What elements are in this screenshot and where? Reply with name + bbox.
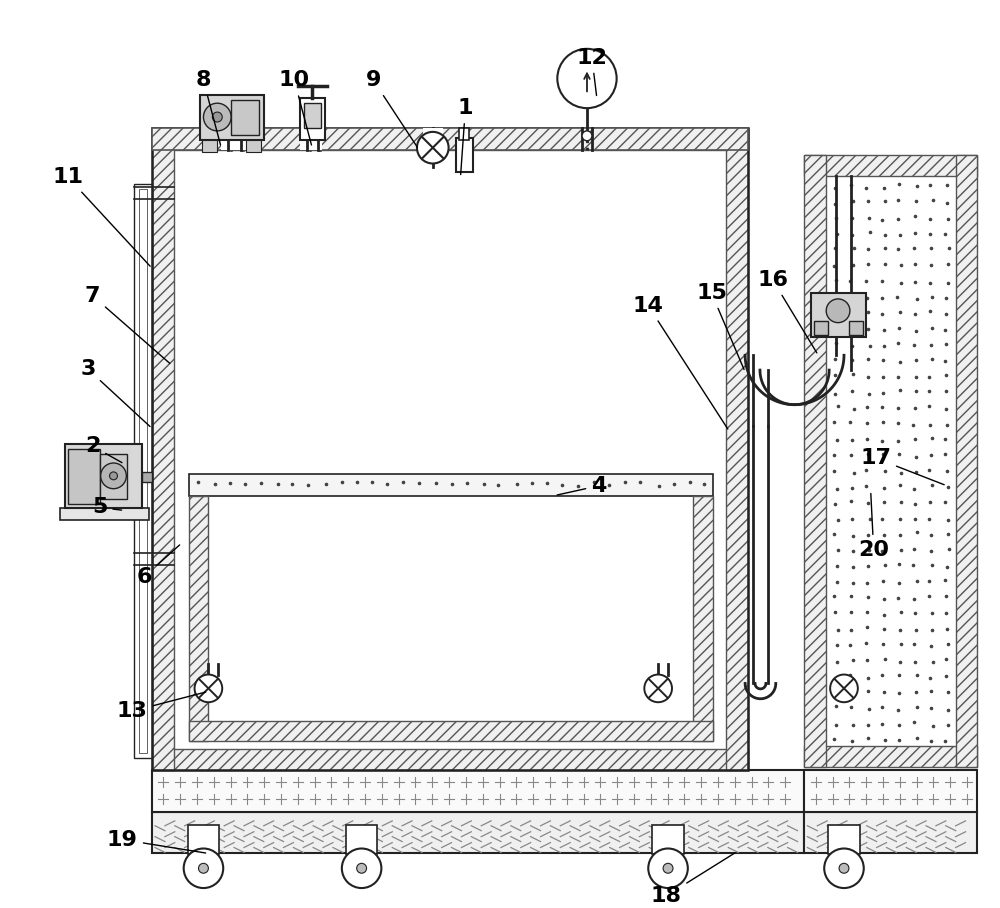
Text: 10: 10 xyxy=(279,71,311,145)
Bar xyxy=(208,496,693,721)
Bar xyxy=(152,812,804,854)
Bar xyxy=(456,138,473,173)
Text: 16: 16 xyxy=(757,271,817,353)
Bar xyxy=(423,128,443,150)
Circle shape xyxy=(110,472,117,479)
Bar xyxy=(188,824,219,854)
Bar xyxy=(804,154,826,767)
Bar xyxy=(200,95,264,140)
Circle shape xyxy=(582,131,592,141)
Bar xyxy=(804,770,977,812)
Bar xyxy=(693,496,713,741)
Text: 17: 17 xyxy=(860,448,944,485)
Circle shape xyxy=(342,848,381,888)
Bar xyxy=(300,128,322,150)
Circle shape xyxy=(195,675,222,702)
Bar xyxy=(811,293,866,338)
Text: 7: 7 xyxy=(85,286,170,363)
Circle shape xyxy=(824,848,864,888)
Bar xyxy=(174,150,726,749)
Circle shape xyxy=(203,104,231,131)
Text: 15: 15 xyxy=(696,283,744,370)
Bar xyxy=(65,444,142,508)
Text: 8: 8 xyxy=(196,71,221,145)
Bar xyxy=(652,824,684,854)
Bar xyxy=(804,745,977,767)
Bar xyxy=(828,824,860,854)
Text: 13: 13 xyxy=(117,692,206,721)
Circle shape xyxy=(199,864,208,873)
Circle shape xyxy=(357,864,367,873)
Bar xyxy=(189,496,208,741)
Text: 18: 18 xyxy=(651,853,735,906)
Bar xyxy=(152,770,804,812)
Bar xyxy=(826,176,956,745)
Text: 3: 3 xyxy=(80,359,150,427)
Circle shape xyxy=(648,848,688,888)
Bar xyxy=(814,321,828,334)
Text: 12: 12 xyxy=(576,48,607,95)
Circle shape xyxy=(101,463,126,489)
Bar xyxy=(142,472,152,482)
Bar xyxy=(134,184,152,757)
Circle shape xyxy=(644,675,672,702)
Text: 20: 20 xyxy=(858,493,889,560)
Text: 14: 14 xyxy=(633,296,728,429)
Bar xyxy=(139,189,147,753)
Bar xyxy=(60,508,149,520)
Bar xyxy=(189,721,713,741)
Circle shape xyxy=(212,112,222,122)
Text: 1: 1 xyxy=(458,98,473,174)
Circle shape xyxy=(557,49,617,108)
Bar xyxy=(304,104,321,128)
Text: 5: 5 xyxy=(92,498,122,518)
Bar xyxy=(246,140,261,152)
Bar xyxy=(152,128,748,150)
Circle shape xyxy=(826,299,850,322)
Bar xyxy=(152,128,748,150)
Bar xyxy=(804,812,977,854)
Bar xyxy=(346,824,377,854)
Text: 9: 9 xyxy=(366,71,417,147)
Circle shape xyxy=(830,675,858,702)
Text: 19: 19 xyxy=(107,830,206,853)
Bar xyxy=(804,154,977,176)
Circle shape xyxy=(184,848,223,888)
Bar xyxy=(726,128,748,770)
Bar xyxy=(152,128,174,770)
Bar xyxy=(956,154,977,767)
Circle shape xyxy=(839,864,849,873)
Circle shape xyxy=(417,132,449,163)
Bar xyxy=(152,128,748,770)
Text: 6: 6 xyxy=(136,545,180,587)
Bar xyxy=(100,454,127,498)
Bar xyxy=(849,321,863,334)
Text: 2: 2 xyxy=(85,436,122,463)
Circle shape xyxy=(663,864,673,873)
Text: 4: 4 xyxy=(557,476,607,496)
Bar xyxy=(300,98,325,140)
Bar xyxy=(459,128,469,140)
Bar xyxy=(152,749,748,770)
Bar xyxy=(231,100,259,134)
Text: 11: 11 xyxy=(53,167,150,266)
Bar xyxy=(202,140,217,152)
Bar xyxy=(221,128,249,150)
Bar xyxy=(189,474,713,496)
Bar xyxy=(68,449,100,504)
